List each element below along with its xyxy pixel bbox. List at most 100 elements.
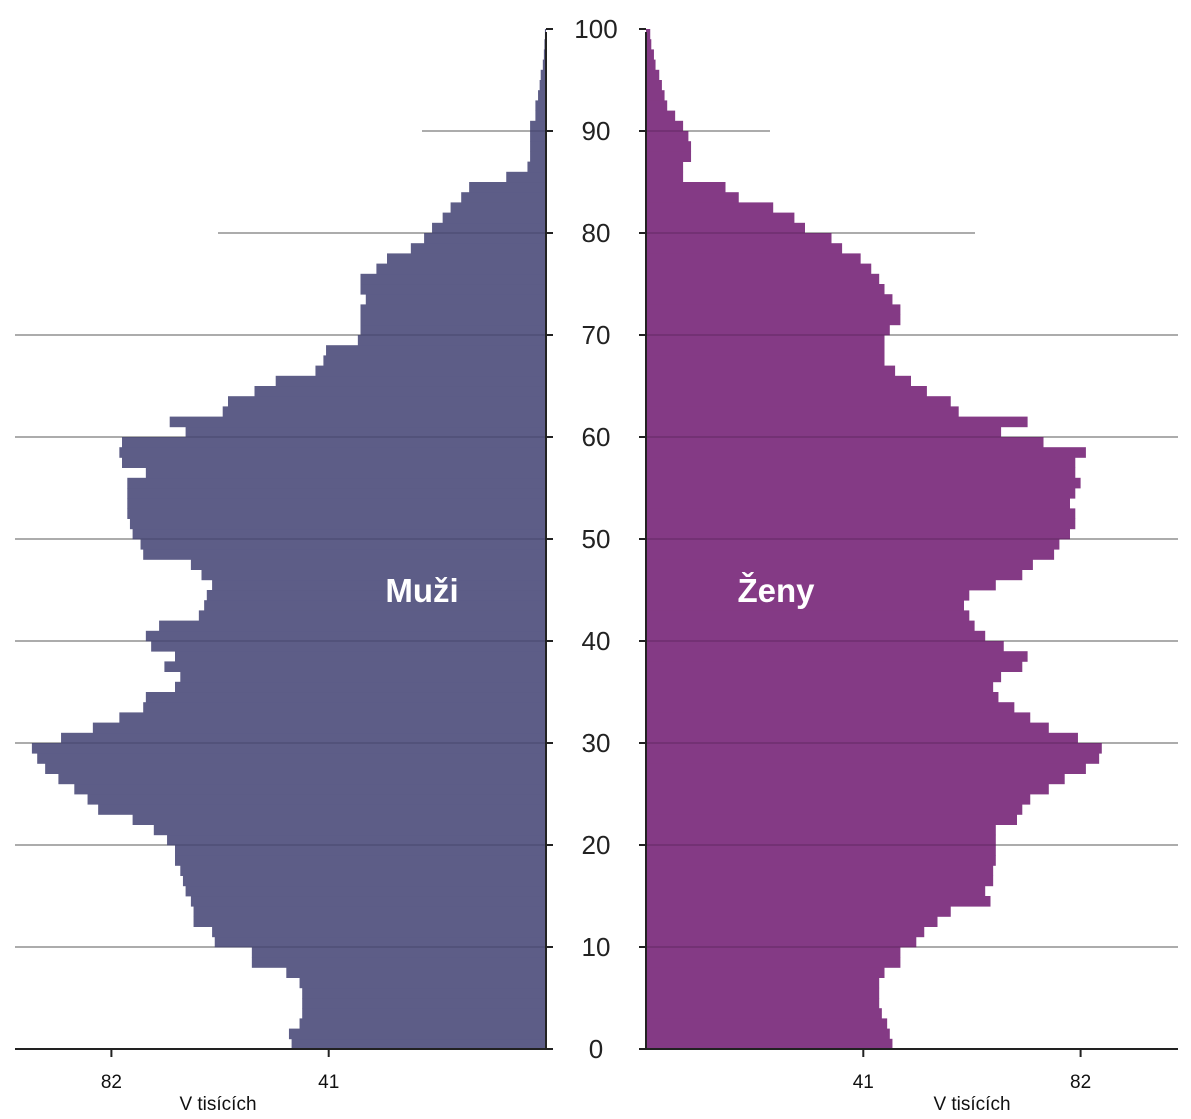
female-bar-age-44 xyxy=(646,590,970,601)
female-bar-age-25 xyxy=(646,783,1049,795)
male-bar-age-51 xyxy=(129,518,546,530)
female-bar-age-69 xyxy=(646,335,885,346)
male-bar-age-57 xyxy=(122,457,546,468)
female-bar-age-75 xyxy=(646,273,880,285)
female-bar-age-56 xyxy=(646,467,1076,479)
male-bar-age-35 xyxy=(175,681,546,693)
female-bar-age-3 xyxy=(646,1008,882,1019)
male-bar-age-69 xyxy=(357,335,546,346)
male-bar-age-23 xyxy=(98,804,547,815)
male-bar-age-52 xyxy=(127,508,547,519)
male-bar-age-73 xyxy=(365,294,546,305)
male-bar-age-7 xyxy=(286,967,546,978)
female-bar-age-52 xyxy=(646,508,1076,519)
female-bar-age-43 xyxy=(646,600,964,611)
female-bar-age-87 xyxy=(646,151,692,162)
male-bar-age-28 xyxy=(37,753,546,764)
male-bar-age-49 xyxy=(140,539,547,550)
female-bar-age-8 xyxy=(646,957,901,968)
female-bar-age-79 xyxy=(646,233,832,244)
female-bar-age-35 xyxy=(646,681,994,693)
male-bar-age-84 xyxy=(469,182,546,193)
female-bar-age-72 xyxy=(646,304,901,315)
male-bar-age-86 xyxy=(527,161,546,173)
female-bar-age-89 xyxy=(646,131,689,142)
male-bar-age-58 xyxy=(119,447,546,458)
male-bar-age-70 xyxy=(360,324,546,336)
male-bar-age-9 xyxy=(251,947,546,958)
female-bar-age-40 xyxy=(646,630,986,642)
male-bar-age-63 xyxy=(228,396,546,407)
female-bar-age-83 xyxy=(646,192,739,203)
male-bar-age-61 xyxy=(169,416,546,428)
female-bar-age-93 xyxy=(646,90,665,101)
female-bar-age-30 xyxy=(646,732,1078,744)
female-bar-age-95 xyxy=(646,69,660,81)
female-bar-age-15 xyxy=(646,885,986,897)
male-bar-age-72 xyxy=(360,304,546,315)
male-bar-age-25 xyxy=(74,783,547,795)
female-bar-age-59 xyxy=(646,437,1044,448)
male-bar-age-12 xyxy=(193,916,547,927)
male-bar-age-43 xyxy=(204,600,546,611)
age-tick-label: 70 xyxy=(582,320,611,350)
male-bar-age-36 xyxy=(180,671,547,683)
female-bar-age-86 xyxy=(646,161,684,173)
female-bar-age-78 xyxy=(646,243,843,254)
female-bar-age-73 xyxy=(646,294,893,305)
female-bar-age-26 xyxy=(646,773,1065,785)
male-bar-age-18 xyxy=(175,855,546,866)
male-bar-age-83 xyxy=(461,192,546,203)
female-bar-age-80 xyxy=(646,222,805,234)
axes xyxy=(15,32,1178,1050)
age-tick-label: 100 xyxy=(574,14,617,44)
female-bar-age-91 xyxy=(646,110,676,122)
female-bar-age-9 xyxy=(646,947,901,958)
x-unit-label-left: V tisících xyxy=(179,1094,256,1115)
male-bar-age-44 xyxy=(206,590,547,601)
female-bar-age-24 xyxy=(646,794,1031,805)
female-bar-age-50 xyxy=(646,528,1070,540)
female-bar-age-61 xyxy=(646,416,1028,428)
male-bar-age-79 xyxy=(424,233,546,244)
age-tick-label: 60 xyxy=(582,422,611,452)
male-bar-age-95 xyxy=(540,69,546,81)
male-bar-age-3 xyxy=(302,1008,546,1019)
male-bar-age-14 xyxy=(190,896,546,907)
female-bar-age-58 xyxy=(646,447,1086,458)
female-bar-age-7 xyxy=(646,967,885,978)
male-bar-age-55 xyxy=(127,477,547,489)
male-bar-age-8 xyxy=(251,957,546,968)
female-bar-age-51 xyxy=(646,518,1076,530)
female-bar-age-84 xyxy=(646,182,726,193)
female-bar-age-45 xyxy=(646,579,996,591)
male-bar-age-46 xyxy=(201,569,546,581)
female-bar-age-57 xyxy=(646,457,1076,468)
male-bar-age-71 xyxy=(360,314,546,326)
male-bar-age-96 xyxy=(542,59,546,71)
female-bar-age-37 xyxy=(646,661,1023,672)
female-bar-age-5 xyxy=(646,987,880,999)
female-bar-age-55 xyxy=(646,477,1081,489)
male-bar-age-74 xyxy=(360,284,546,295)
male-bar-age-16 xyxy=(182,875,546,887)
female-bar-age-42 xyxy=(646,610,970,621)
male-bar-age-37 xyxy=(164,661,546,672)
male-bar-age-94 xyxy=(539,80,546,91)
male-bar-age-66 xyxy=(315,365,546,377)
male-bar-age-85 xyxy=(506,171,546,183)
male-bar-age-76 xyxy=(376,263,546,275)
female-series-label: Ženy xyxy=(737,572,815,609)
male-bar-age-48 xyxy=(143,549,546,560)
female-bar-age-66 xyxy=(646,365,896,377)
male-bar-age-77 xyxy=(387,253,546,264)
female-bar-age-46 xyxy=(646,569,1023,581)
age-tick-label: 90 xyxy=(582,116,611,146)
value-axis-ticks: 82 41 41 82 xyxy=(101,1049,1091,1093)
female-bar-age-76 xyxy=(646,263,872,275)
male-bar-age-67 xyxy=(323,355,546,366)
female-bar-age-22 xyxy=(646,814,1017,825)
female-bar-age-41 xyxy=(646,620,975,632)
female-bar-age-31 xyxy=(646,722,1049,734)
age-tick-label: 20 xyxy=(582,830,611,860)
